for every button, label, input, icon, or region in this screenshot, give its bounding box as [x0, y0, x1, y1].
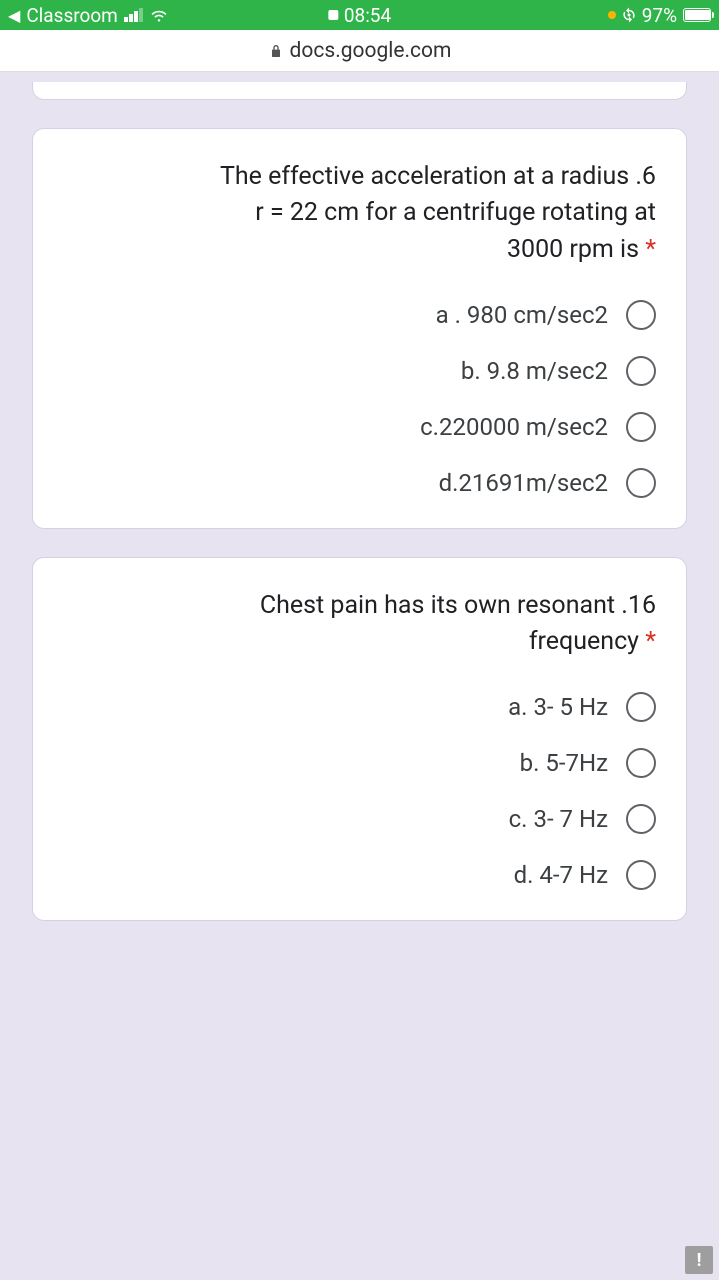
option-label: a. 3- 5 Hz [508, 693, 608, 721]
question-card: Chest pain has its own resonant .16 freq… [32, 557, 687, 922]
radio-option[interactable]: b. 9.8 m/sec2 [63, 350, 656, 392]
lock-icon [268, 43, 284, 59]
option-label: c.220000 m/sec2 [420, 413, 608, 441]
wifi-icon [149, 5, 169, 25]
option-label: b. 5-7Hz [520, 749, 608, 777]
cell-signal-icon [124, 8, 143, 22]
option-label: a . 980 cm/sec2 [436, 301, 608, 329]
radio-circle-icon [626, 356, 656, 386]
location-dot-icon [608, 11, 616, 19]
radio-circle-icon [626, 692, 656, 722]
question-line: r = 22 cm for a centrifuge rotating at [255, 198, 656, 227]
clock-time: 08:54 [344, 4, 391, 27]
browser-url-bar[interactable]: docs.google.com [0, 30, 719, 72]
question-text: The effective acceleration at a radius .… [63, 159, 656, 268]
question-line: frequency [529, 627, 639, 656]
battery-percent: 97% [642, 4, 677, 27]
back-app-label[interactable]: Classroom [26, 4, 118, 27]
options-group: a. 3- 5 Hz b. 5-7Hz c. 3- 7 Hz d. 4-7 Hz [63, 686, 656, 896]
radio-circle-icon [626, 412, 656, 442]
recording-icon [328, 10, 338, 20]
question-number: .16 [621, 591, 656, 620]
options-group: a . 980 cm/sec2 b. 9.8 m/sec2 c.220000 m… [63, 294, 656, 504]
radio-option[interactable]: a . 980 cm/sec2 [63, 294, 656, 336]
battery-icon [683, 8, 711, 22]
radio-circle-icon [626, 300, 656, 330]
question-line: 3000 rpm is [507, 235, 639, 264]
radio-option[interactable]: a. 3- 5 Hz [63, 686, 656, 728]
status-bar-center: 08:54 [328, 4, 391, 27]
required-star: * [645, 627, 656, 656]
radio-circle-icon [626, 860, 656, 890]
radio-option[interactable]: b. 5-7Hz [63, 742, 656, 784]
previous-card-edge [32, 82, 687, 100]
question-line: Chest pain has its own resonant [260, 591, 615, 620]
option-label: d. 4-7 Hz [514, 861, 608, 889]
status-bar: ◀ Classroom 08:54 97% [0, 0, 719, 30]
radio-circle-icon [626, 468, 656, 498]
radio-option[interactable]: d. 4-7 Hz [63, 854, 656, 896]
status-bar-right: 97% [608, 4, 711, 27]
status-bar-left: ◀ Classroom [8, 4, 169, 27]
radio-option[interactable]: c. 3- 7 Hz [63, 798, 656, 840]
radio-circle-icon [626, 804, 656, 834]
radio-circle-icon [626, 748, 656, 778]
option-label: d.21691m/sec2 [439, 469, 608, 497]
radio-option[interactable]: d.21691m/sec2 [63, 462, 656, 504]
option-label: b. 9.8 m/sec2 [461, 357, 608, 385]
required-star: * [645, 235, 656, 264]
question-text: Chest pain has its own resonant .16 freq… [63, 588, 656, 661]
question-card: The effective acceleration at a radius .… [32, 128, 687, 529]
radio-option[interactable]: c.220000 m/sec2 [63, 406, 656, 448]
option-label: c. 3- 7 Hz [509, 805, 608, 833]
url-host: docs.google.com [290, 39, 452, 63]
feedback-button[interactable]: ! [685, 1246, 713, 1274]
question-number: .6 [635, 162, 656, 191]
question-line: The effective acceleration at a radius [220, 162, 629, 191]
back-triangle-icon[interactable]: ◀ [8, 6, 20, 25]
rotation-lock-icon [620, 6, 638, 24]
form-content: The effective acceleration at a radius .… [0, 72, 719, 921]
